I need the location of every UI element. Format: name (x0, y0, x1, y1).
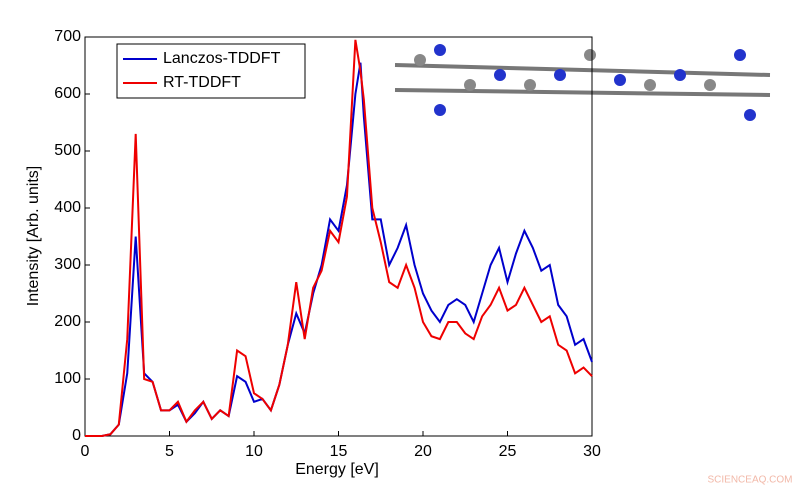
x-axis-label: Energy [eV] (295, 461, 379, 478)
molecule-inset (394, 44, 771, 121)
y-tick-label: 300 (54, 256, 81, 273)
x-tick-label: 15 (330, 443, 348, 460)
y-tick-label: 200 (54, 313, 81, 330)
legend-box (116, 43, 306, 99)
x-tick-label: 5 (165, 443, 174, 460)
x-tick-label: 10 (245, 443, 263, 460)
legend-label: Lanczos-TDDFT (163, 50, 281, 67)
x-tick-label: 30 (583, 443, 601, 460)
data-line (85, 62, 593, 437)
y-tick-label: 0 (72, 427, 81, 444)
y-tick-label: 100 (54, 370, 81, 387)
watermark: SCIENCEAQ.COM (707, 475, 792, 486)
y-tick-label: 600 (54, 85, 81, 102)
x-tick-label: 0 (81, 443, 90, 460)
data-line (85, 39, 593, 437)
y-tick-label: 700 (54, 28, 81, 45)
legend-label: RT-TDDFT (163, 74, 241, 91)
y-tick-label: 400 (54, 199, 81, 216)
y-axis-label: Intensity [Arb. units] (25, 166, 42, 307)
x-tick-label: 25 (499, 443, 517, 460)
y-tick-label: 500 (54, 142, 81, 159)
x-tick-label: 20 (414, 443, 432, 460)
